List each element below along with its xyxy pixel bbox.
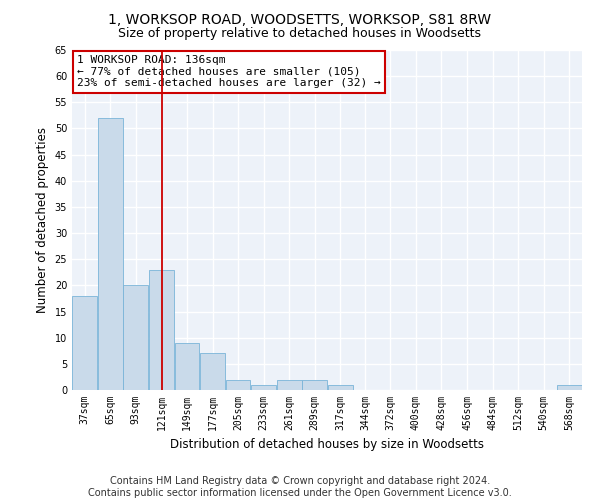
Bar: [226, 380, 250, 390]
X-axis label: Distribution of detached houses by size in Woodsetts: Distribution of detached houses by size …: [170, 438, 484, 452]
Text: 1, WORKSOP ROAD, WOODSETTS, WORKSOP, S81 8RW: 1, WORKSOP ROAD, WOODSETTS, WORKSOP, S81…: [109, 12, 491, 26]
Bar: [557, 385, 581, 390]
Bar: [277, 380, 302, 390]
Y-axis label: Number of detached properties: Number of detached properties: [36, 127, 49, 313]
Bar: [175, 343, 199, 390]
Text: 1 WORKSOP ROAD: 136sqm
← 77% of detached houses are smaller (105)
23% of semi-de: 1 WORKSOP ROAD: 136sqm ← 77% of detached…: [77, 55, 381, 88]
Bar: [149, 270, 174, 390]
Bar: [328, 385, 353, 390]
Bar: [251, 385, 276, 390]
Bar: [98, 118, 123, 390]
Bar: [302, 380, 327, 390]
Text: Contains HM Land Registry data © Crown copyright and database right 2024.
Contai: Contains HM Land Registry data © Crown c…: [88, 476, 512, 498]
Text: Size of property relative to detached houses in Woodsetts: Size of property relative to detached ho…: [119, 28, 482, 40]
Bar: [124, 286, 148, 390]
Bar: [200, 354, 225, 390]
Bar: [73, 296, 97, 390]
